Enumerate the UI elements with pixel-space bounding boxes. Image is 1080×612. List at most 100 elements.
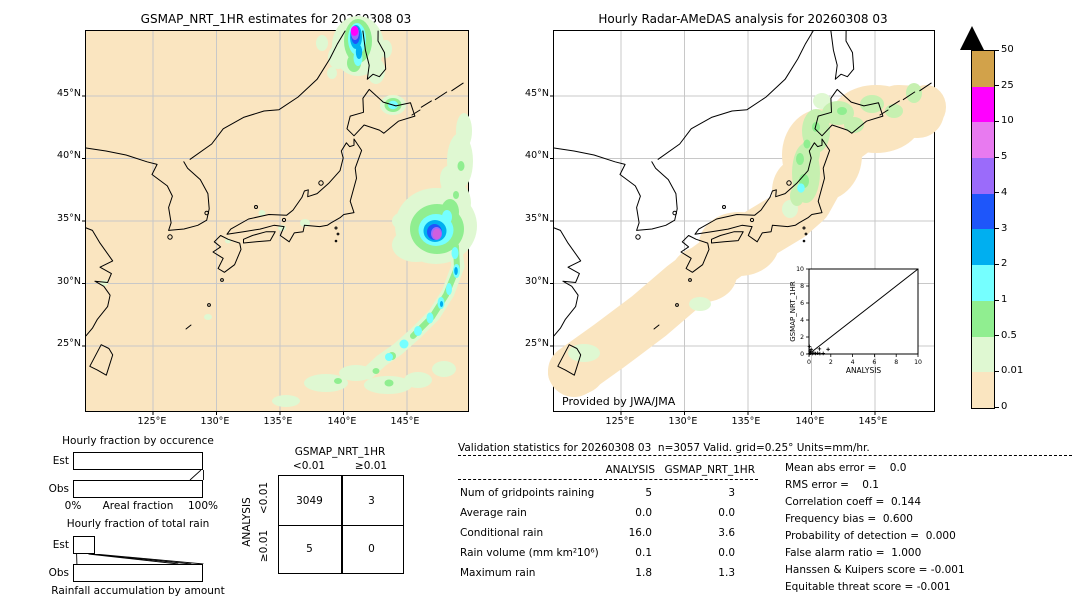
y-tick-label: 35°N (57, 213, 81, 224)
colorbar-band (972, 372, 994, 408)
colorbar-band (972, 51, 994, 87)
colorbar-tick (995, 406, 999, 408)
inset-x-tick: 2 (829, 359, 833, 366)
obs-seg-1-2 (190, 565, 202, 581)
obs-seg-0.5-1 (178, 565, 191, 581)
colorbar-tick (995, 335, 999, 337)
obs-row-label: Obs (48, 567, 69, 579)
colorbar-label: 50 (1001, 44, 1014, 55)
gsmap-map-canvas (82, 16, 477, 415)
obs-seg-0.01-0.5 (78, 565, 178, 581)
colorbar-band (972, 122, 994, 159)
y-tick-label: 40°N (57, 150, 81, 161)
scatter-inset: 0 2 4 6 8 10 0 2 4 6 8 10 ANALYSIS GSMAP… (789, 266, 922, 375)
occurrence-est-dry-segment (74, 453, 200, 469)
contingency-cell: 3049 (296, 495, 323, 507)
occurrence-obs-rain-segment (189, 481, 202, 497)
contingency-row-label: <0.01 (257, 481, 270, 515)
score-line: Hanssen & Kuipers score = -0.001 (785, 564, 965, 576)
colorbar-tick (995, 192, 999, 194)
score-line: Mean abs error = 0.0 (785, 462, 907, 474)
inset-y-tick: 2 (800, 334, 804, 341)
x-tick-label: 145°E (858, 416, 888, 427)
inset-y-tick: 0 (800, 351, 804, 358)
occurrence-obs-dry-segment (74, 481, 189, 497)
axis-tick-marks (82, 95, 408, 415)
score-line: Probability of detection = 0.000 (785, 530, 956, 542)
y-tick-label: 35°N (525, 213, 549, 224)
stats-analysis-value: 5 (645, 487, 652, 499)
y-tick-label: 25°N (525, 338, 549, 349)
stats-divider (458, 455, 1072, 456)
stats-analysis-value: 0.1 (635, 547, 652, 559)
inset-y-label: GSMAP_NRT_1HR (789, 281, 797, 342)
occurrence-obs-bar (73, 480, 203, 498)
colorbar-band (972, 86, 994, 123)
totalrain-connector (76, 554, 204, 564)
scatter-points (807, 344, 830, 356)
one-to-one-line (808, 268, 919, 355)
contingency-title: GSMAP_NRT_1HR (294, 446, 386, 458)
x-tick-label: 140°E (795, 416, 825, 427)
colorbar-tick (995, 49, 999, 51)
totalrain-est-bar (73, 536, 95, 554)
contingency-cell: 5 (306, 543, 313, 555)
colorbar-label: 4 (1001, 186, 1008, 198)
colorbar-label: 1 (1001, 294, 1008, 305)
credit-text: Provided by JWA/JMA (562, 395, 676, 408)
contingency-row-label: ≥0.01 (257, 529, 270, 563)
totalrain-obs-bar (73, 564, 203, 582)
inset-y-tick: 6 (800, 300, 804, 307)
est-seg-0.01-0.5 (77, 537, 88, 553)
colorbar-tick (995, 85, 999, 87)
colorbar-label: 3 (1001, 222, 1008, 234)
colorbar-band (972, 336, 994, 373)
y-tick-label: 30°N (525, 276, 549, 287)
colorbar-tick (995, 370, 999, 372)
totalrain-x-label: Rainfall accumulation by amount (51, 585, 225, 597)
colorbar-label: 2 (1001, 258, 1008, 270)
contingency-col-label: ≥0.01 (354, 460, 388, 472)
x-tick-label: 145°E (390, 416, 420, 427)
occurrence-x-min: 0% (64, 500, 82, 512)
inset-x-tick: 6 (872, 359, 876, 366)
colorbar (971, 50, 995, 409)
radar-map: 0 2 4 6 8 10 0 2 4 6 8 10 ANALYSIS GSMAP… (548, 30, 946, 415)
y-tick-label: 25°N (57, 338, 81, 349)
totalrain-chart-title: Hourly fraction of total rain (66, 518, 210, 530)
stats-gsmap-value: 1.3 (718, 567, 735, 579)
inset-y-tick: 8 (800, 283, 804, 290)
score-line: Frequency bias = 0.600 (785, 513, 913, 525)
occurrence-connector (189, 470, 204, 480)
inset-x-tick: 4 (851, 359, 855, 366)
stats-analysis-value: 1.8 (635, 567, 652, 579)
colorbar-label: 0 (1001, 401, 1008, 412)
contingency-row-axis: ANALYSIS (240, 497, 253, 547)
stats-gsmap-value: 0.0 (718, 507, 735, 519)
score-line: Equitable threat score = -0.001 (785, 581, 951, 593)
radar-rain-cyan-spot (797, 183, 805, 193)
contingency-grid: 3049 3 5 0 (278, 475, 404, 574)
colorbar-tick (995, 156, 999, 158)
stats-analysis-value: 16.0 (628, 527, 652, 539)
contingency-col-label: <0.01 (292, 460, 326, 472)
est-row-label: Est (52, 539, 69, 551)
inset-y-tick: 4 (800, 317, 804, 324)
stats-row-label: Average rain (460, 507, 527, 519)
inset-x-tick: 0 (807, 359, 811, 366)
y-tick-label: 40°N (525, 150, 549, 161)
storm-core (432, 228, 441, 240)
colorbar-band (972, 158, 994, 194)
x-tick-label: 130°E (200, 416, 230, 427)
colorbar-tick (995, 299, 999, 301)
est-seg-1-2 (90, 537, 94, 553)
score-line: Correlation coeff = 0.144 (785, 496, 921, 508)
score-line: False alarm ratio = 1.000 (785, 547, 922, 559)
radar-map-canvas: 0 2 4 6 8 10 0 2 4 6 8 10 ANALYSIS GSMAP… (548, 30, 946, 415)
occurrence-x-label: Areal fraction (102, 500, 174, 512)
y-tick-label: 30°N (57, 276, 81, 287)
colorbar-band (972, 193, 994, 230)
colorbar-band (972, 300, 994, 337)
contingency-cell: 3 (368, 495, 375, 507)
inset-x-tick: 10 (914, 359, 922, 366)
